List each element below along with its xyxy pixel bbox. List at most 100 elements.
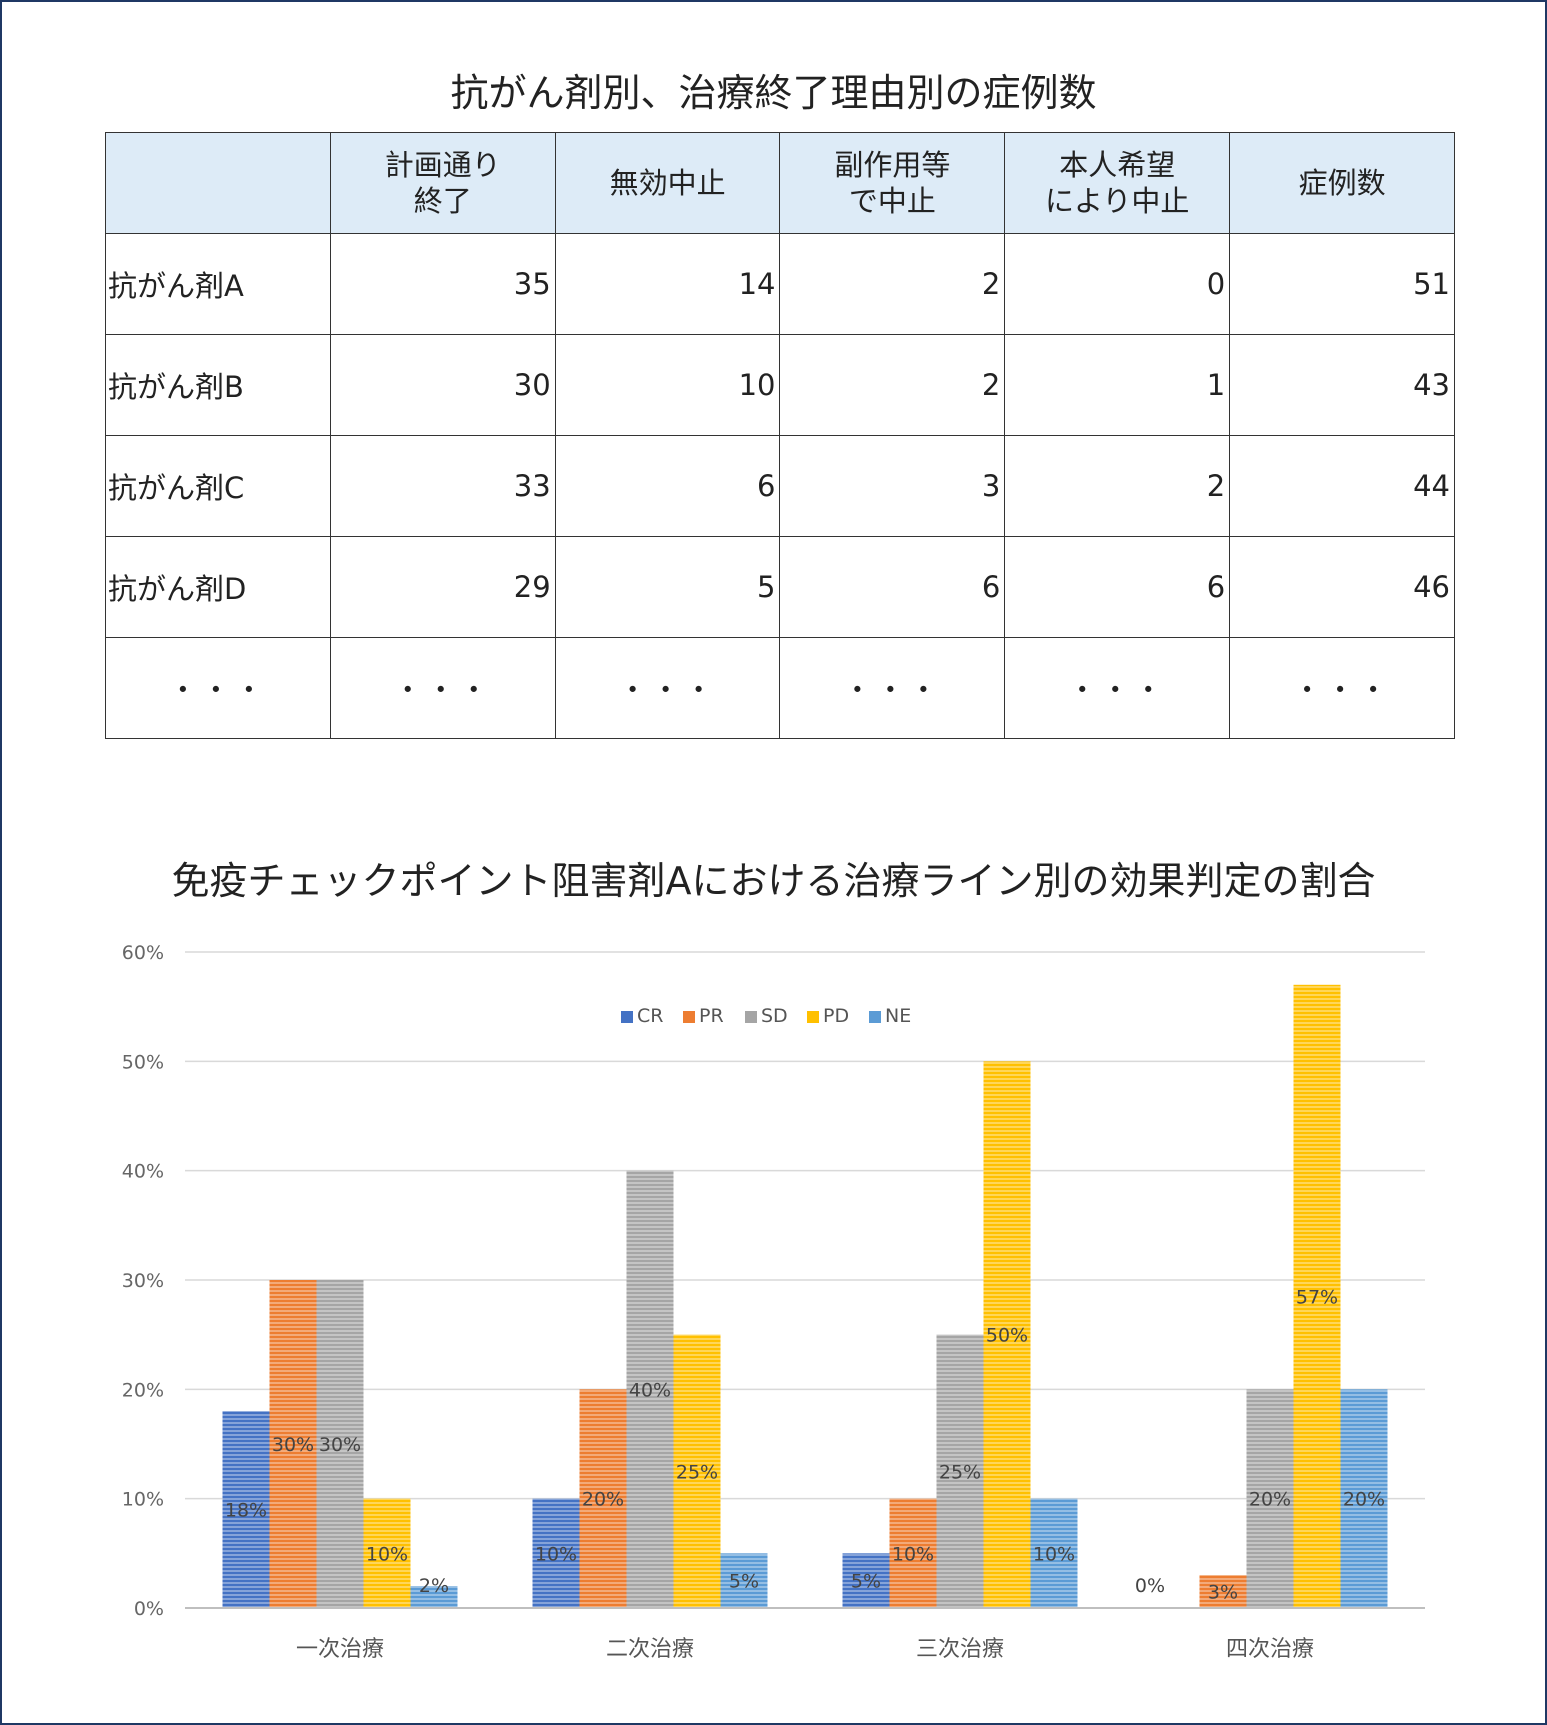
table-cell: ・・・ [1004, 637, 1231, 739]
bar-texture [1246, 1389, 1294, 1608]
legend-label: PD [823, 1005, 849, 1027]
row-label: ・・・ [105, 637, 331, 739]
row-label: 抗がん剤D [105, 536, 331, 638]
x-category-label: 二次治療 [606, 1637, 694, 1662]
bar-texture [532, 1498, 580, 1608]
data-label: 50% [986, 1325, 1028, 1347]
bar-texture [1199, 1575, 1247, 1608]
table-cell: 3 [779, 435, 1006, 537]
data-label: 0% [1135, 1575, 1165, 1597]
column-header-4: 本人希望 により中止 [1004, 132, 1231, 234]
axes: 0% 10% 20% 30% 40% 50% 60% 一次治療 二次治療 三次治療 四次治療 [122, 942, 1425, 1662]
table-row: 抗がん剤B 30 10 2 1 43 [105, 334, 1455, 436]
chart-title: 免疫チェックポイント阻害剤Aにおける治療ライン別の効果判定の割合 [171, 859, 1376, 903]
y-tick-label: 60% [122, 942, 164, 964]
bar-texture [842, 1553, 890, 1608]
bar-texture [410, 1586, 458, 1608]
legend-label: PR [699, 1005, 724, 1027]
legend-swatch-sd [745, 1011, 757, 1023]
data-label: 10% [1033, 1543, 1075, 1565]
legend-swatch-pr [683, 1011, 695, 1023]
data-label: 20% [1249, 1489, 1291, 1511]
row-label: 抗がん剤A [105, 233, 331, 335]
data-label: 40% [629, 1379, 671, 1401]
data-label: 2% [419, 1575, 449, 1597]
data-label: 25% [676, 1461, 718, 1483]
table-header-row: 計画通り 終了 無効中止 副作用等 で中止 本人希望 により中止 症例数 [105, 132, 1455, 234]
bar-texture [626, 1170, 674, 1608]
data-label: 57% [1296, 1286, 1338, 1308]
bars [222, 984, 1388, 1608]
table-cell: 6 [779, 536, 1006, 638]
data-label: 25% [939, 1461, 981, 1483]
table-cell: 30 [329, 334, 556, 436]
bar-texture [316, 1280, 364, 1608]
table-cell: 46 [1229, 536, 1455, 638]
table-cell: 5 [554, 536, 781, 638]
table-cell: 0 [1004, 233, 1231, 335]
table-row: 抗がん剤D 29 5 6 6 46 [105, 536, 1455, 638]
table-cell: 10 [554, 334, 781, 436]
table-cell: 44 [1229, 435, 1455, 537]
table-cell: 2 [779, 233, 1006, 335]
bar-texture [673, 1334, 721, 1608]
data-label: 10% [535, 1543, 577, 1565]
bar-texture [579, 1389, 627, 1608]
table-row: 抗がん剤C 33 6 3 2 44 [105, 435, 1455, 537]
data-label: 30% [272, 1434, 314, 1456]
table-cell: 35 [329, 233, 556, 335]
data-label: 5% [851, 1571, 881, 1593]
table-cell: 51 [1229, 233, 1455, 335]
table-cell: ・・・ [554, 637, 781, 739]
table-cell: 14 [554, 233, 781, 335]
bar-texture [1030, 1498, 1078, 1608]
table-cell: 33 [329, 435, 556, 537]
y-tick-label: 10% [122, 1489, 164, 1511]
data-label: 20% [582, 1489, 624, 1511]
row-label: 抗がん剤C [105, 435, 331, 537]
bar-texture [1340, 1389, 1388, 1608]
bar-texture [889, 1498, 937, 1608]
legend-label: SD [761, 1005, 788, 1027]
column-header-2: 無効中止 [554, 132, 781, 234]
table-row: ・・・ ・・・ ・・・ ・・・ ・・・ ・・・ [105, 637, 1455, 739]
y-tick-label: 40% [122, 1161, 164, 1183]
column-header-1: 計画通り 終了 [329, 132, 556, 234]
data-label: 18% [225, 1500, 267, 1522]
table-cell: 2 [1004, 435, 1231, 537]
bar-texture [222, 1411, 270, 1608]
table-cell: 6 [1004, 536, 1231, 638]
bar-texture [363, 1498, 411, 1608]
legend-swatch-ne [869, 1011, 881, 1023]
bar-texture [1293, 984, 1341, 1608]
x-category-label: 一次治療 [296, 1637, 384, 1662]
data-label: 20% [1343, 1489, 1385, 1511]
data-label: 3% [1208, 1582, 1238, 1604]
x-category-label: 四次治療 [1226, 1637, 1314, 1662]
data-label: 10% [892, 1543, 934, 1565]
legend-swatch-pd [807, 1011, 819, 1023]
column-header-5: 症例数 [1229, 132, 1455, 234]
bar-texture [936, 1334, 984, 1608]
legend-label: CR [637, 1005, 663, 1027]
y-tick-label: 0% [134, 1598, 164, 1620]
row-label: 抗がん剤B [105, 334, 331, 436]
table-cell: 2 [779, 334, 1006, 436]
gridlines [185, 951, 1425, 1500]
table-cell: ・・・ [1229, 637, 1455, 739]
legend: CR PR SD PD NE [621, 1005, 911, 1027]
y-tick-label: 30% [122, 1270, 164, 1292]
data-label: 10% [366, 1543, 408, 1565]
legend-swatch-cr [621, 1011, 633, 1023]
table-body: 抗がん剤A 35 14 2 0 51 抗がん剤B 30 10 2 1 43 抗がん剤C 33 6 3 2 44 抗が… [105, 233, 1455, 739]
column-header-0 [105, 132, 331, 234]
data-label: 5% [729, 1571, 759, 1593]
bar-texture [720, 1553, 768, 1608]
y-tick-label: 50% [122, 1051, 164, 1073]
data-labels: 18% 30% 30% 10% 2% 10% 20% 40% 25% 5% 5% 10% 25% 50% 1… [225, 1286, 1385, 1603]
data-label: 30% [319, 1434, 361, 1456]
x-category-label: 三次治療 [916, 1637, 1004, 1662]
table-cell: ・・・ [779, 637, 1006, 739]
